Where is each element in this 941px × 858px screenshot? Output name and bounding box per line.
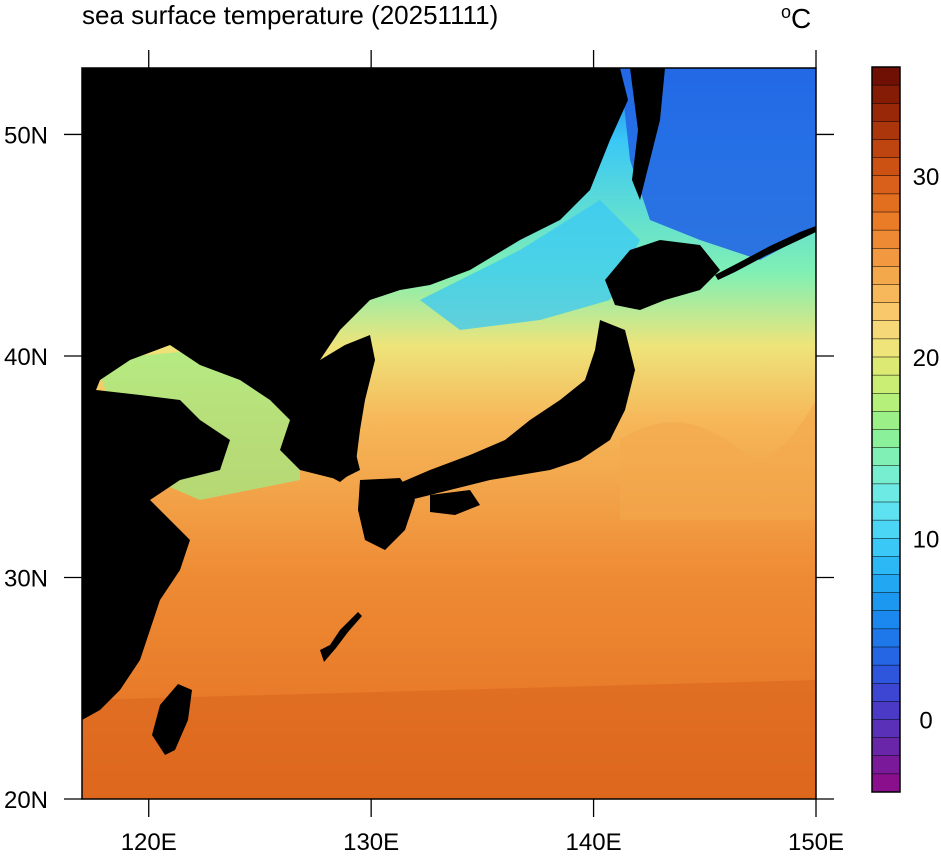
cool-water-japan-sea bbox=[420, 200, 640, 330]
colorbar-swatch bbox=[872, 175, 900, 195]
colorbar-swatch bbox=[872, 85, 900, 104]
colorbar-swatch bbox=[872, 647, 900, 666]
colorbar-swatch bbox=[872, 393, 900, 412]
colorbar-swatch bbox=[872, 538, 900, 557]
lon-tick-label: 140E bbox=[566, 829, 622, 856]
colorbar-swatch bbox=[872, 447, 900, 467]
colorbar-swatch bbox=[872, 103, 900, 122]
colorbar-swatch bbox=[872, 683, 900, 702]
colorbar-swatch bbox=[872, 193, 900, 213]
unit-degree: o bbox=[781, 2, 792, 22]
colorbar-swatch bbox=[872, 556, 900, 575]
warm-eddy bbox=[620, 400, 816, 520]
colorbar-labels: 0 10 20 30 bbox=[913, 164, 940, 735]
colorbar-swatch bbox=[872, 212, 900, 231]
longitude-axis: 120E 130E 140E 150E bbox=[121, 50, 844, 856]
latitude-axis: 20N 30N 40N 50N bbox=[4, 122, 834, 814]
colorbar-frame bbox=[871, 66, 901, 793]
colorbar-swatch bbox=[872, 592, 900, 612]
colorbar-swatch bbox=[872, 719, 900, 738]
map-area bbox=[82, 68, 816, 799]
colorbar-swatch bbox=[872, 302, 900, 322]
colorbar-swatch bbox=[872, 67, 900, 86]
colorbar-swatch bbox=[872, 610, 900, 630]
land-hokkaido bbox=[605, 240, 720, 310]
colorbar-swatch bbox=[872, 266, 900, 285]
lon-tick-label: 130E bbox=[343, 829, 399, 856]
map-title: sea surface temperature (20251111) bbox=[82, 0, 499, 30]
colorbar-swatch bbox=[872, 121, 900, 140]
colorbar-swatch bbox=[872, 411, 900, 430]
colorbar-label: 0 bbox=[919, 708, 932, 735]
map-frame bbox=[81, 67, 817, 800]
lat-tick-label: 30N bbox=[4, 565, 48, 592]
colorbar-swatch bbox=[872, 230, 900, 249]
colorbar-swatch bbox=[872, 737, 900, 757]
cold-water-north bbox=[620, 68, 816, 260]
colorbar-swatch bbox=[872, 502, 900, 521]
colorbar-swatch bbox=[872, 773, 900, 793]
land-kurils bbox=[715, 226, 816, 280]
colorbar bbox=[872, 67, 900, 793]
lon-tick-label: 120E bbox=[121, 829, 177, 856]
colorbar-swatch bbox=[872, 338, 900, 358]
warm-water-south bbox=[82, 680, 816, 799]
unit-letter: C bbox=[791, 3, 812, 34]
colorbar-swatch bbox=[872, 157, 900, 177]
land-sakhalin bbox=[630, 68, 665, 200]
lon-tick-label: 150E bbox=[788, 829, 844, 856]
colorbar-label: 30 bbox=[913, 164, 940, 191]
lat-tick-label: 50N bbox=[4, 122, 48, 149]
land-mainland bbox=[82, 68, 628, 720]
colorbar-swatch bbox=[872, 248, 900, 267]
colorbar-swatch bbox=[872, 284, 900, 303]
land-honshu bbox=[395, 320, 635, 500]
land-shikoku bbox=[430, 490, 480, 515]
colorbar-swatch bbox=[872, 755, 900, 775]
colorbar-swatch bbox=[872, 574, 900, 593]
land-korea bbox=[300, 335, 375, 482]
colorbar-swatch bbox=[872, 628, 900, 648]
colorbar-swatch bbox=[872, 465, 900, 485]
colorbar-swatch bbox=[872, 375, 900, 394]
land bbox=[82, 68, 816, 755]
colorbar-label: 10 bbox=[913, 526, 940, 553]
colorbar-swatch bbox=[872, 357, 900, 376]
land-ryukyu bbox=[320, 612, 362, 662]
land-kyushu bbox=[358, 478, 415, 550]
lat-tick-label: 40N bbox=[4, 344, 48, 371]
colorbar-swatch bbox=[872, 320, 900, 340]
colorbar-swatch bbox=[872, 139, 900, 158]
land-taiwan bbox=[152, 684, 192, 755]
colorbar-swatch bbox=[872, 520, 900, 539]
lat-tick-label: 20N bbox=[4, 787, 48, 814]
colorbar-label: 20 bbox=[913, 345, 940, 372]
colorbar-swatch bbox=[872, 483, 900, 503]
colorbar-swatch bbox=[872, 701, 900, 720]
unit-label: oC bbox=[781, 2, 811, 35]
colorbar-swatch bbox=[872, 429, 900, 448]
colorbar-swatch bbox=[872, 665, 900, 684]
